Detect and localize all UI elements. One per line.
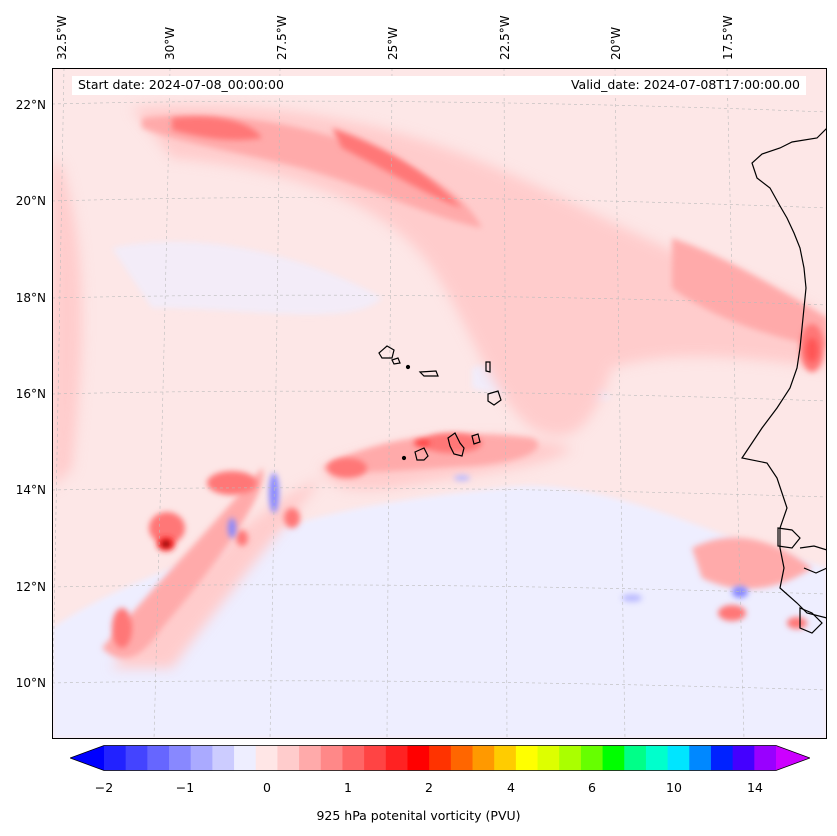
lon-label: 25°W <box>386 26 400 60</box>
colorbar-tick-label: 10 <box>666 780 682 795</box>
lat-label: 18°N <box>15 291 46 305</box>
colorbar-tick-label: −2 <box>94 780 114 795</box>
lat-label: 10°N <box>15 676 46 690</box>
colorbar-segment <box>602 745 625 771</box>
colorbar-segment <box>754 745 777 771</box>
start-date-text: Start date: 2024-07-08_00:00:00 <box>78 77 284 92</box>
colorbar-tick-label: 0 <box>263 780 271 795</box>
colorbar-segment <box>364 745 387 771</box>
cape-verde-islands <box>378 345 502 461</box>
date-info-box: Start date: 2024-07-08_00:00:00 Valid_da… <box>72 76 806 95</box>
colorbar-tick-label: 1 <box>344 780 352 795</box>
pv-contour-map <box>52 68 827 739</box>
map-border <box>52 68 827 739</box>
colorbar-tick-label: 6 <box>588 780 596 795</box>
colorbar-segment <box>494 745 517 771</box>
pv-peaks <box>157 338 818 551</box>
colorbar-segment <box>689 745 712 771</box>
colorbar-segment <box>212 745 235 771</box>
colorbar-segment <box>580 745 604 771</box>
colorbar-tick-label: 2 <box>425 780 433 795</box>
lat-label: 14°N <box>15 483 46 497</box>
colorbar-segment <box>342 745 365 771</box>
colorbar-outline <box>70 745 810 771</box>
colorbar-segment <box>450 745 474 771</box>
lon-label: 20°W <box>609 26 623 60</box>
graticule <box>52 68 827 739</box>
lat-label: 22°N <box>15 98 46 112</box>
colorbar-min-extend <box>70 745 104 771</box>
colorbar-segment <box>277 745 300 771</box>
colorbar-segment <box>472 745 495 771</box>
colorbar-label: 925 hPa potenital vorticity (PVU) <box>316 808 521 823</box>
colorbar-segment <box>320 745 343 771</box>
colorbar-segment <box>299 745 322 771</box>
valid-date-text: Valid_date: 2024-07-08T17:00:00.00 <box>570 77 800 92</box>
colorbar-segment <box>537 745 560 771</box>
colorbar-segment <box>385 745 408 771</box>
colorbar-segment <box>255 745 278 771</box>
map-area <box>52 68 827 739</box>
colorbar-segment <box>710 745 734 771</box>
colorbar-segment <box>125 745 148 771</box>
colorbar-segment <box>559 745 582 771</box>
lon-label: 27.5°W <box>275 15 289 60</box>
colorbar-segment <box>104 745 127 771</box>
colorbar-segment <box>515 745 539 771</box>
lat-label: 20°N <box>15 194 46 208</box>
lon-label: 30°W <box>163 26 177 60</box>
colorbar-tick-label: 14 <box>747 780 763 795</box>
lon-label: 32.5°W <box>55 15 69 60</box>
colorbar-segment <box>429 745 452 771</box>
lat-label: 16°N <box>15 387 46 401</box>
colorbar-tick-label: −1 <box>175 780 195 795</box>
colorbar <box>70 745 810 771</box>
colorbar-segment <box>624 745 647 771</box>
colorbar-segment <box>732 745 755 771</box>
colorbar-max-extend <box>776 745 810 771</box>
lat-label: 12°N <box>15 580 46 594</box>
colorbar-segment <box>234 745 257 771</box>
colorbar-segment <box>190 745 213 771</box>
colorbar-segment <box>667 745 690 771</box>
coastline <box>741 127 827 634</box>
lon-label: 22.5°W <box>498 15 512 60</box>
colorbar-tick-label: 4 <box>507 780 515 795</box>
colorbar-segment <box>147 745 170 771</box>
colorbar-segment <box>169 745 192 771</box>
colorbar-segment <box>645 745 669 771</box>
lon-label: 17.5°W <box>721 15 735 60</box>
colorbar-segment <box>407 745 430 771</box>
